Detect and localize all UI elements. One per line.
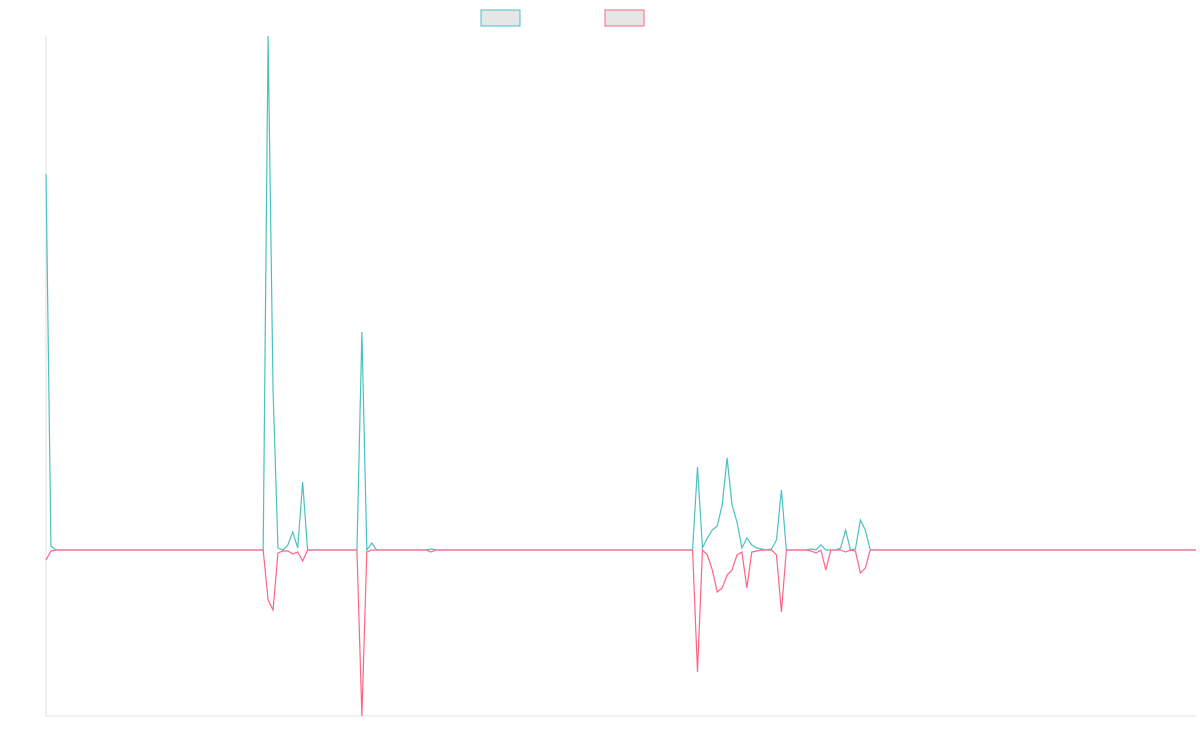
series-line	[45, 35, 1196, 552]
series-line	[45, 548, 1196, 717]
legend-swatch	[480, 9, 521, 27]
legend-swatch	[604, 9, 645, 27]
